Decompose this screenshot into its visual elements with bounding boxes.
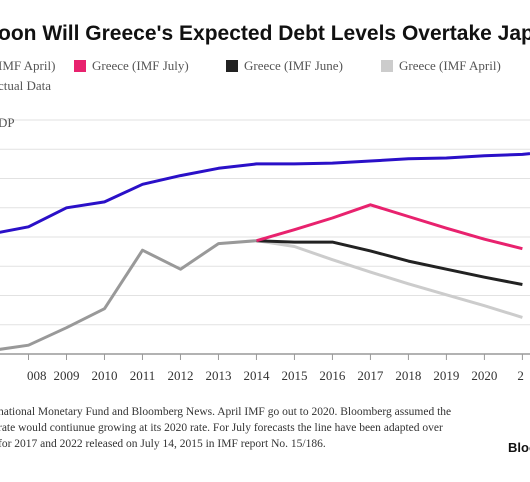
legend-item-greece-imf-july: Greece (IMF July) (74, 58, 189, 74)
legend: IMF April) Greece (IMF July) Greece (IMF… (0, 58, 530, 98)
footnote-line: for 2017 and 2022 released on July 14, 2… (0, 438, 326, 450)
x-tick-label: 2016 (319, 368, 346, 383)
legend-label: ctual Data (0, 78, 52, 93)
x-tick-label: 2015 (281, 368, 307, 383)
legend-item-imf-april: IMF April) (0, 58, 55, 74)
series-line-2 (256, 239, 523, 286)
footnote: national Monetary Fund and Bloomberg New… (0, 404, 530, 452)
x-tick-label: 2011 (130, 368, 156, 383)
legend-item-greece-imf-june: Greece (IMF June) (226, 58, 343, 74)
x-tick-label: 2 (517, 368, 524, 383)
series-line-4 (0, 239, 257, 351)
brand-logo-text: Bloo (508, 440, 530, 455)
footnote-line: rate would contiunue growing at its 2020… (0, 422, 443, 434)
x-tick-label: 2018 (395, 368, 421, 383)
x-tick-label: 2009 (53, 368, 79, 383)
legend-item-greece-imf-april: Greece (IMF April) (381, 58, 501, 74)
x-tick-label: 2017 (357, 368, 384, 383)
x-tick-label: 2012 (167, 368, 193, 383)
legend-label: IMF April) (0, 58, 56, 73)
series-line-1 (256, 203, 523, 251)
x-tick-label: 2014 (243, 368, 270, 383)
legend-label: Greece (IMF April) (399, 58, 501, 73)
legend-swatch (381, 60, 393, 72)
legend-swatch (226, 60, 238, 72)
chart-title: oon Will Greece's Expected Debt Levels O… (0, 22, 530, 45)
series-line-0 (0, 152, 530, 234)
x-tick-label: 2019 (433, 368, 459, 383)
series-line-3 (256, 239, 523, 319)
x-tick-label: 2020 (471, 368, 497, 383)
footnote-line: national Monetary Fund and Bloomberg New… (0, 406, 452, 418)
x-tick-label: 2010 (91, 368, 117, 383)
x-tick-label: 2013 (205, 368, 231, 383)
series-lines (0, 152, 530, 351)
line-chart: DP 008 2009 2010 2011 2012 2013 2014 2015 2016 20… (0, 115, 530, 383)
y-axis-label: DP (0, 115, 15, 130)
legend-swatch (74, 60, 86, 72)
legend-label: Greece (IMF June) (244, 58, 343, 73)
x-tick-label: 008 (27, 368, 47, 383)
legend-label: Greece (IMF July) (92, 58, 189, 73)
legend-item-actual-data: ctual Data (0, 78, 51, 94)
x-axis-ticks: 008 2009 2010 2011 2012 2013 2014 2015 2016 2017 2… (27, 354, 524, 383)
